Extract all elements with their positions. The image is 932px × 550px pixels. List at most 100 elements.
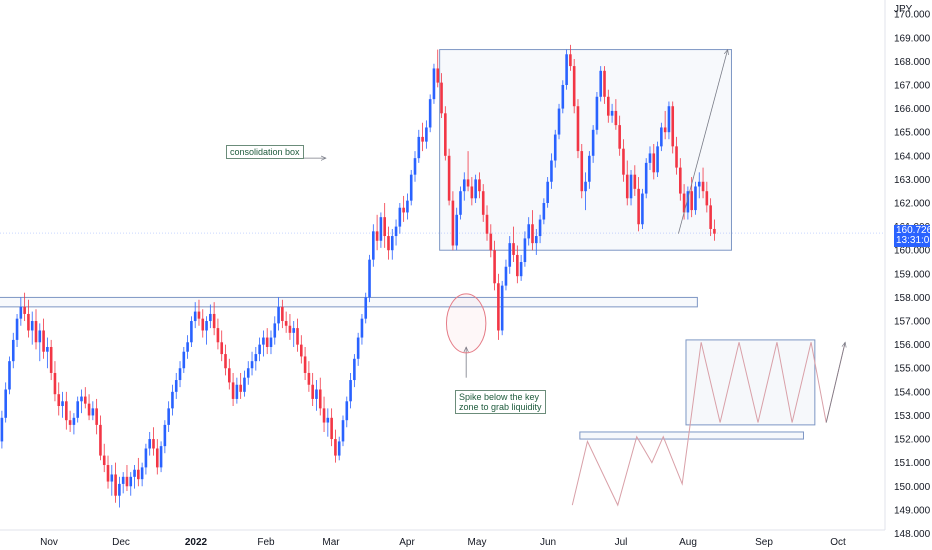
candle-body: [281, 306, 284, 322]
x-tick-label: 2022: [185, 537, 208, 548]
candle-body: [265, 337, 269, 347]
x-tick-label: Sep: [755, 537, 773, 548]
candle-body: [622, 148, 625, 175]
consolidation-box-annotation[interactable]: consolidation box: [226, 145, 304, 159]
candle-body: [553, 134, 557, 161]
candle-body: [288, 325, 292, 333]
candle-body: [277, 306, 280, 324]
candle-body: [466, 179, 470, 187]
candle-body: [95, 408, 98, 425]
candle-body: [273, 323, 277, 338]
x-tick-label: Jul: [615, 537, 628, 548]
candle-body: [508, 243, 512, 267]
candle-body: [42, 330, 45, 352]
candle-body: [133, 469, 136, 477]
candle-body: [462, 179, 466, 192]
candle-body: [436, 68, 440, 83]
candle-body: [398, 207, 402, 227]
y-tick-label: 167.000: [894, 80, 931, 91]
projection-zone: [685, 339, 816, 426]
y-tick-label: 150.000: [894, 482, 931, 493]
x-tick-label: Nov: [40, 537, 58, 548]
last-price-value: 160.726: [896, 225, 932, 236]
x-axis[interactable]: Nov Dec 2022 Feb Mar Apr May Jun Jul Aug Sep Oct: [0, 529, 885, 548]
candle-body: [186, 342, 189, 352]
projection-path: [571, 342, 846, 507]
candle-body: [296, 328, 299, 345]
candle-body: [269, 337, 273, 347]
candle-body: [4, 389, 7, 418]
candle-body: [8, 361, 11, 390]
candle-body: [140, 467, 144, 480]
candle-body: [201, 318, 205, 331]
candle-body: [80, 396, 83, 402]
candle-body: [694, 186, 697, 211]
projection-support: [579, 431, 804, 440]
candle-body: [254, 354, 258, 362]
candle-body: [114, 474, 117, 496]
candle-body: [455, 214, 458, 246]
candle-body: [349, 380, 352, 402]
candle-body: [155, 448, 159, 468]
candle-body: [190, 321, 193, 343]
candle-body: [690, 191, 693, 211]
candle-body: [413, 158, 417, 175]
candle-body: [15, 318, 19, 340]
candle-body: [580, 151, 584, 192]
candle-body: [250, 361, 254, 369]
candle-body: [629, 174, 633, 199]
candle-body: [182, 351, 186, 369]
candle-body: [625, 174, 629, 199]
candle-body: [0, 417, 4, 442]
candle-body: [656, 146, 659, 173]
spike-annotation[interactable]: Spike below the key zone to grab liquidi…: [455, 390, 546, 414]
projection-arrow: [825, 342, 845, 423]
candle-body: [118, 483, 121, 496]
candle-body: [591, 129, 595, 156]
candle-body: [565, 54, 568, 85]
candle-body: [440, 82, 443, 114]
candle-body: [637, 188, 640, 225]
candle-body: [148, 439, 152, 449]
candle-body: [697, 181, 701, 187]
candle-body: [409, 174, 413, 201]
candle-body: [334, 439, 337, 456]
candle-body: [137, 469, 140, 480]
candle-body: [220, 342, 224, 355]
candle-body: [713, 228, 716, 234]
candle-body: [144, 448, 148, 468]
candle-body: [474, 179, 477, 199]
x-tick-label: Apr: [399, 537, 415, 548]
candle-body: [519, 262, 523, 277]
candle-body: [129, 476, 133, 487]
candle-body: [106, 465, 110, 482]
candle-body: [705, 191, 709, 206]
candle-body: [193, 311, 197, 322]
candle-body: [675, 146, 678, 168]
candle-body: [246, 368, 250, 378]
candle-body: [360, 318, 364, 338]
y-tick-label: 164.000: [894, 151, 931, 162]
candle-body: [534, 236, 538, 244]
candle-body: [212, 313, 216, 329]
y-tick-label: 149.000: [894, 505, 931, 516]
candle-body: [224, 354, 227, 369]
candle-body: [38, 330, 42, 343]
candle-body: [341, 420, 345, 442]
candle-body: [368, 259, 371, 298]
candle-body: [91, 408, 95, 416]
candle-body: [531, 224, 534, 244]
candle-body: [390, 236, 394, 251]
candle-body: [406, 200, 409, 213]
candle-body: [87, 403, 91, 416]
candle-body: [606, 96, 610, 116]
candle-body: [478, 179, 481, 192]
candle-body: [588, 155, 591, 182]
bar-countdown: 13:31:05: [896, 235, 932, 246]
y-tick-label: 166.000: [894, 104, 931, 115]
candle-body: [584, 181, 587, 192]
candle-body: [49, 346, 53, 373]
candle-body: [152, 439, 155, 449]
